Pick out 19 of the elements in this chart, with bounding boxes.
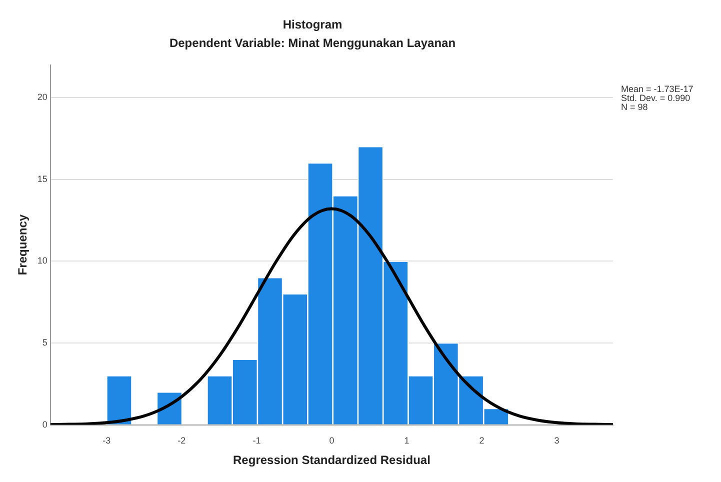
y-tick-label: 0 [42,419,48,430]
x-tick-label: 0 [329,436,334,446]
x-tick-label: -2 [178,436,186,446]
x-tick-label: -1 [252,436,261,446]
y-tick-label: 5 [42,337,48,348]
x-tick-label: 2 [479,436,484,446]
x-tick-label: 3 [554,436,560,446]
y-axis-title: Frequency [16,214,30,276]
text: Mean = -1.73E-17 [621,84,694,94]
chart-title: Histogram [282,18,342,32]
y-tick-label: 20 [37,92,48,102]
chart-subtitle: Dependent Variable: Minat Menggunakan Layanan [169,36,456,50]
text: N = 98 [621,102,648,112]
x-tick-label: 1 [404,436,410,446]
x-tick-label: -3 [102,436,111,446]
text: Std. Dev. = 0.990 [621,92,690,103]
x-axis-title: Regression Standardized Residual [233,453,430,468]
y-tick-label: 15 [37,174,48,184]
y-tick-label: 10 [37,256,48,266]
